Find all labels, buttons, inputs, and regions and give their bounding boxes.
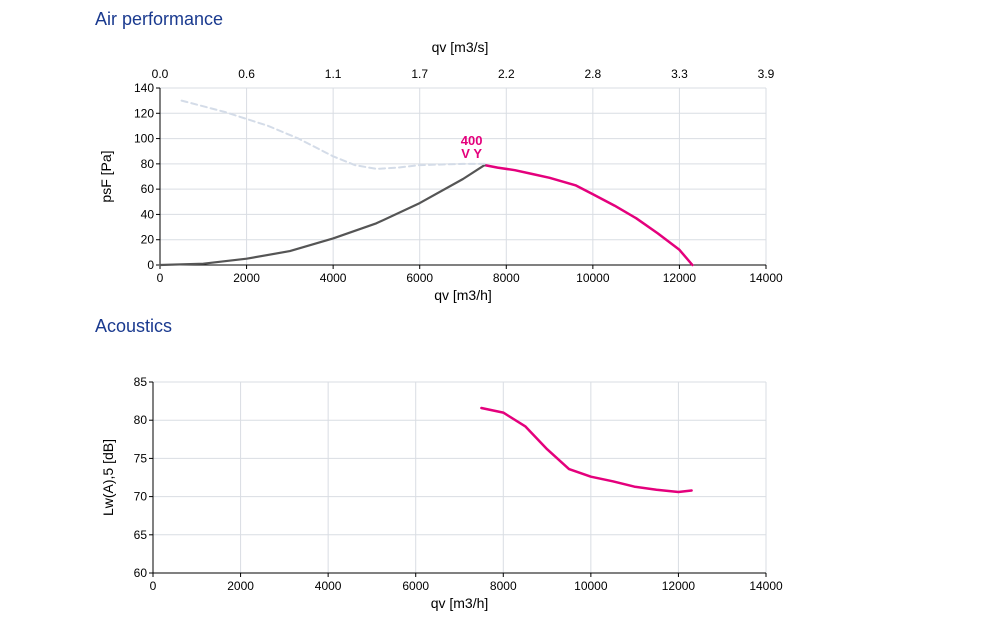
system-curve-line <box>158 164 486 267</box>
x2-tick-label: 2.2 <box>498 67 515 81</box>
x-tick-label: 6000 <box>406 271 433 285</box>
y-tick-label: 120 <box>134 106 154 120</box>
x-tick-label: 4000 <box>315 579 342 593</box>
x-tick-label: 0 <box>157 271 164 285</box>
y-tick-label: 80 <box>141 157 155 171</box>
y-tick-label: 20 <box>141 233 155 247</box>
x2-axis-label: qv [m3/s] <box>432 39 489 55</box>
x-tick-label: 8000 <box>490 579 517 593</box>
reference-curve-line <box>180 99 486 170</box>
x-tick-label: 10000 <box>574 579 608 593</box>
y-tick-label: 75 <box>134 451 148 465</box>
y-tick-label: 70 <box>134 490 148 504</box>
sound-power-line <box>480 406 693 494</box>
x2-tick-label: 0.6 <box>238 67 255 81</box>
y-axis-label: psF [Pa] <box>98 150 114 202</box>
x2-tick-label: 0.0 <box>152 67 169 81</box>
x2-tick-label: 1.1 <box>325 67 342 81</box>
y-tick-label: 80 <box>134 413 148 427</box>
x-tick-label: 12000 <box>663 271 697 285</box>
x2-tick-label: 2.8 <box>585 67 602 81</box>
x-tick-label: 2000 <box>233 271 260 285</box>
operating-point-code: V Y <box>461 146 482 161</box>
x-tick-label: 12000 <box>662 579 696 593</box>
x-tick-label: 2000 <box>227 579 254 593</box>
x-tick-label: 14000 <box>749 579 783 593</box>
x-axis-label: qv [m3/h] <box>431 595 489 611</box>
x-tick-label: 8000 <box>493 271 520 285</box>
y-tick-label: 60 <box>134 566 148 580</box>
y-tick-label: 60 <box>141 182 155 196</box>
x2-tick-label: 3.9 <box>758 67 775 81</box>
x2-tick-label: 1.7 <box>411 67 428 81</box>
x-tick-label: 4000 <box>320 271 347 285</box>
y-tick-label: 100 <box>134 132 154 146</box>
operating-point-label: 400 <box>461 133 483 148</box>
acoustics-title: Acoustics <box>95 316 173 336</box>
y-tick-label: 0 <box>147 258 154 272</box>
y-tick-label: 40 <box>141 207 155 221</box>
x2-tick-label: 3.3 <box>671 67 688 81</box>
fan-curve-line <box>483 163 694 267</box>
x-tick-label: 6000 <box>402 579 429 593</box>
x-tick-label: 0 <box>150 579 157 593</box>
x-tick-label: 10000 <box>576 271 610 285</box>
y-axis-label: Lw(A),5 [dB] <box>100 439 116 516</box>
air-performance-title: Air performance <box>95 9 224 29</box>
y-tick-label: 65 <box>134 528 148 542</box>
y-tick-label: 140 <box>134 81 154 95</box>
y-tick-label: 85 <box>134 375 148 389</box>
x-tick-label: 14000 <box>749 271 783 285</box>
x-axis-label: qv [m3/h] <box>434 287 492 303</box>
